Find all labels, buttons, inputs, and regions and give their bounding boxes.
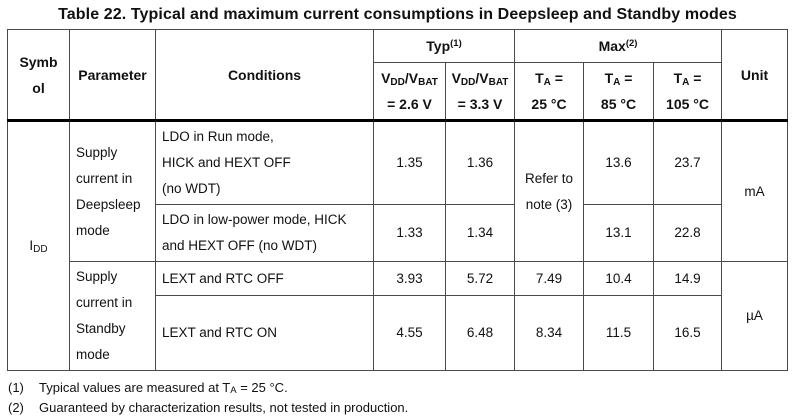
condition-ldo-run: LDO in Run mode, HICK and HEXT OFF (no W… bbox=[155, 120, 374, 205]
table-title: Table 22. Typical and maximum current co… bbox=[58, 6, 737, 23]
table-row: Supply current in Standby mode LEXT and … bbox=[8, 260, 789, 371]
unit-standby: µA bbox=[721, 261, 789, 371]
value-typ33-row0: 1.36 bbox=[444, 120, 516, 205]
value-typ26-row1: 1.33 bbox=[373, 204, 446, 262]
value-max105-row1: 22.8 bbox=[653, 204, 723, 262]
value-max85-row3: 11.5 bbox=[583, 295, 655, 371]
parameter-deepsleep: Supply current in Deepsleep mode bbox=[69, 120, 156, 262]
ta-label: TA = bbox=[604, 70, 633, 88]
ta-105-value: 105 °C bbox=[666, 96, 709, 112]
footnote-number: (1) bbox=[8, 380, 24, 395]
table-row: IDD Supply current in Deepsleep mode LDO… bbox=[7, 120, 789, 371]
table-row: LDO in low-power mode, HICK and HEXT OFF… bbox=[8, 204, 788, 262]
column-header-ta-85: TA = 85 °C bbox=[583, 62, 655, 122]
condition-lext-rtc-on: LEXT and RTC ON bbox=[155, 295, 374, 371]
column-header-symbol: Symbol bbox=[7, 29, 70, 122]
vdd-2v6-value: = 2.6 V bbox=[387, 96, 432, 112]
value-max85-row2: 10.4 bbox=[583, 260, 655, 297]
footnote-1: (1) Typical values are measured at TA = … bbox=[8, 378, 795, 398]
unit-deepsleep: mA bbox=[721, 120, 789, 262]
footnote-2: (2) Guaranteed by characterization resul… bbox=[8, 398, 795, 418]
value-max105-row0: 23.7 bbox=[653, 120, 723, 205]
column-header-unit: Unit bbox=[721, 29, 789, 122]
vdd-vbat-label: VDD/VBAT bbox=[451, 70, 509, 88]
value-max85-row1: 13.1 bbox=[583, 204, 655, 262]
value-typ33-row2: 5.72 bbox=[444, 260, 516, 297]
value-max25-row2: 7.49 bbox=[514, 260, 585, 297]
value-typ26-row2: 3.93 bbox=[373, 260, 446, 297]
condition-lext-rtc-off: LEXT and RTC OFF bbox=[155, 260, 374, 297]
table-row: LEXT and RTC ON 4.55 6.48 8.34 11.5 16.5 bbox=[8, 295, 788, 371]
ta-label: TA = bbox=[673, 70, 702, 88]
typ-label: Typ bbox=[426, 38, 451, 54]
value-typ26-row0: 1.35 bbox=[373, 120, 446, 205]
vdd-3v3-value: = 3.3 V bbox=[457, 96, 503, 112]
footnote-text: Typical values are measured at TA = 25 °… bbox=[39, 380, 288, 396]
ta-25-value: 25 °C bbox=[531, 96, 567, 112]
value-max85-row0: 13.6 bbox=[583, 120, 655, 205]
footnote-text: Guaranteed by characterization results, … bbox=[39, 400, 409, 415]
symbol-idd: IDD bbox=[7, 120, 70, 371]
value-max105-row2: 14.9 bbox=[653, 260, 723, 297]
footnotes: (1) Typical values are measured at TA = … bbox=[8, 378, 795, 418]
value-max25-row3: 8.34 bbox=[514, 295, 585, 371]
footnote-number: (2) bbox=[8, 400, 24, 415]
column-header-vdd-3v3: VDD/VBAT = 3.3 V bbox=[444, 62, 516, 122]
condition-ldo-lowpower: LDO in low-power mode, HICK and HEXT OFF… bbox=[155, 204, 374, 262]
ta-label: TA = bbox=[535, 70, 563, 88]
column-header-ta-105: TA = 105 °C bbox=[653, 62, 723, 122]
column-header-ta-25: TA = 25 °C bbox=[514, 62, 585, 122]
column-group-max: Max(2) bbox=[514, 29, 723, 63]
typ-footnote-ref: (1) bbox=[450, 38, 462, 49]
column-header-conditions: Conditions bbox=[155, 29, 374, 122]
value-typ26-row3: 4.55 bbox=[373, 295, 446, 371]
current-consumption-table: Symbol Parameter Conditions Typ(1) Max(2… bbox=[7, 29, 789, 371]
column-header-parameter: Parameter bbox=[69, 29, 156, 122]
value-typ33-row1: 1.34 bbox=[444, 204, 516, 262]
column-header-vdd-2v6: VDD/VBAT = 2.6 V bbox=[373, 62, 446, 122]
column-group-typ: Typ(1) bbox=[372, 29, 516, 63]
max-footnote-ref: (2) bbox=[625, 38, 638, 49]
vdd-vbat-label: VDD/VBAT bbox=[381, 70, 438, 88]
max-label: Max bbox=[598, 38, 626, 54]
parameter-standby: Supply current in Standby mode bbox=[69, 261, 156, 371]
value-max25-refer-note: Refer to note (3) bbox=[514, 120, 585, 262]
ta-85-value: 85 °C bbox=[600, 96, 637, 112]
value-max105-row3: 16.5 bbox=[653, 295, 723, 371]
value-typ33-row3: 6.48 bbox=[444, 295, 516, 371]
